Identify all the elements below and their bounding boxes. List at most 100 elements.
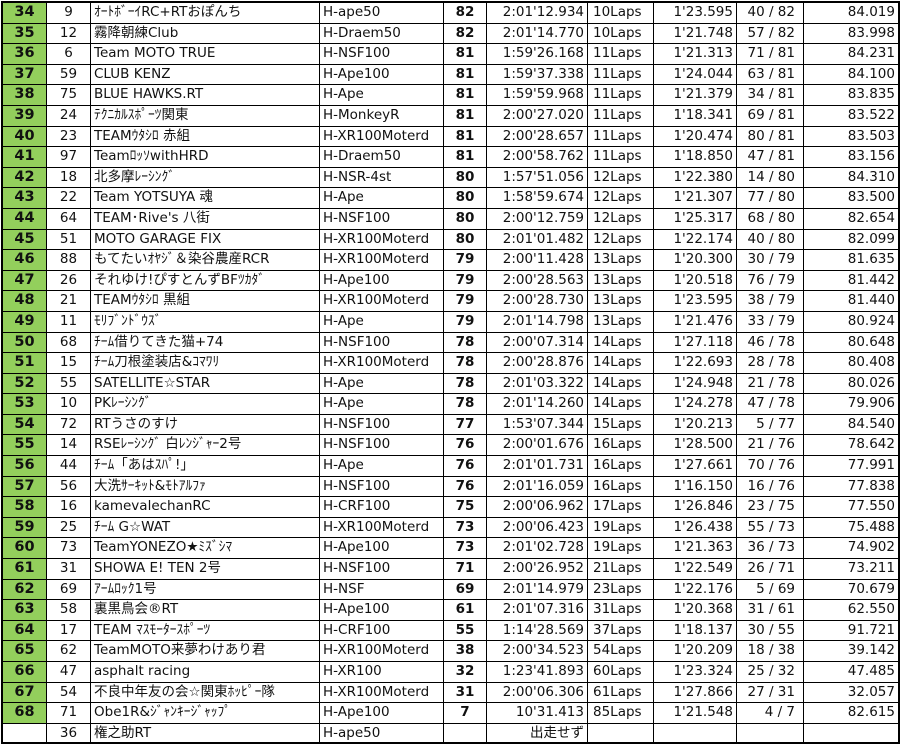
class-cell: H-Ape	[320, 85, 444, 106]
team-name-cell: PKﾚｰｼﾝｸﾞ	[91, 394, 320, 415]
number-cell: 71	[47, 703, 91, 724]
best-lap-time-cell: 1'25.317	[654, 208, 737, 230]
number-cell: 97	[47, 147, 91, 168]
team-name-cell: ｵｰﾄﾎﾞｰｲRC+RTおぽんち	[91, 3, 320, 24]
gap-cell: 13Laps	[588, 291, 654, 312]
team-name-cell: TEAM ﾏｽﾓｰﾀｰｽﾎﾟｰﾂ	[91, 620, 320, 642]
best-lap-time-cell: 1'21.548	[654, 703, 737, 724]
gap-cell: 10Laps	[588, 3, 654, 24]
average-speed-cell: 83.835	[804, 85, 900, 106]
best-lap-time-cell: 1'21.307	[654, 188, 737, 209]
class-cell: H-NSF	[320, 579, 444, 601]
gap-cell: 17Laps	[588, 497, 654, 518]
position-cell: 39	[3, 105, 47, 127]
team-name-cell: Obe1R&ｼﾞｬﾝｷｰｼﾞｬｯﾌﾟ	[91, 703, 320, 724]
best-lap-number-cell: 33 / 79	[737, 311, 804, 333]
team-name-cell: TeamﾛｯｿwithHRD	[91, 147, 320, 168]
best-lap-time-cell: 1'18.137	[654, 620, 737, 642]
laps-cell: 78	[444, 373, 487, 395]
best-lap-time-cell: 1'21.379	[654, 85, 737, 106]
average-speed-cell: 83.998	[804, 23, 900, 45]
gap-cell: 54Laps	[588, 641, 654, 662]
gap-cell: 13Laps	[588, 250, 654, 271]
laps-cell: 80	[444, 167, 487, 189]
number-cell: 12	[47, 23, 91, 45]
position-cell: 62	[3, 579, 47, 601]
average-speed-cell: 80.924	[804, 311, 900, 333]
position-cell: 38	[3, 85, 47, 106]
gap-cell: 61Laps	[588, 682, 654, 704]
number-cell: 26	[47, 270, 91, 292]
total-time-cell: 2:00'26.952	[487, 559, 588, 580]
best-lap-time-cell: 1'18.341	[654, 105, 737, 127]
average-speed-cell: 79.906	[804, 394, 900, 415]
gap-cell: 31Laps	[588, 600, 654, 621]
average-speed-cell: 84.310	[804, 167, 900, 189]
gap-cell: 14Laps	[588, 353, 654, 374]
best-lap-time-cell: 1'27.661	[654, 456, 737, 477]
team-name-cell: ﾁｰﾑ刀根塗装店&ｺﾏﾜﾘ	[91, 353, 320, 374]
total-time-cell: 2:00'28.730	[487, 291, 588, 312]
best-lap-time-cell: 1'23.595	[654, 291, 737, 312]
average-speed-cell: 83.522	[804, 105, 900, 127]
average-speed-cell: 84.540	[804, 414, 900, 436]
gap-cell: 13Laps	[588, 270, 654, 292]
team-name-cell: 裏黒鳥会®RT	[91, 600, 320, 621]
best-lap-time-cell: 1'16.150	[654, 476, 737, 498]
number-cell: 44	[47, 456, 91, 477]
class-cell: H-Ape100	[320, 703, 444, 724]
number-cell: 25	[47, 517, 91, 539]
table-row: 61 31 SHOWA E! TEN 2号 H-NSF100 71 2:00'26.952…	[3, 559, 900, 580]
total-time-cell: 1:58'59.674	[487, 188, 588, 209]
position-cell: 37	[3, 64, 47, 86]
best-lap-number-cell: 70 / 76	[737, 456, 804, 477]
table-row: 34 9 ｵｰﾄﾎﾞｰｲRC+RTおぽんち H-ape50 82 2:01'12.934 1…	[3, 3, 900, 24]
average-speed-cell: 32.057	[804, 682, 900, 704]
best-lap-time-cell: 1'20.209	[654, 641, 737, 662]
team-name-cell: TEAM･Rive's 八街	[91, 208, 320, 230]
total-time-cell: 2:00'27.020	[487, 105, 588, 127]
best-lap-number-cell: 40 / 82	[737, 3, 804, 24]
number-cell: 16	[47, 497, 91, 518]
best-lap-time-cell: 1'26.846	[654, 497, 737, 518]
class-cell: H-XR100	[320, 662, 444, 683]
gap-cell: 12Laps	[588, 167, 654, 189]
best-lap-number-cell: 80 / 81	[737, 126, 804, 148]
position-cell: 41	[3, 147, 47, 168]
position-cell: 48	[3, 291, 47, 312]
best-lap-time-cell: 1'27.866	[654, 682, 737, 704]
best-lap-time-cell: 1'20.518	[654, 270, 737, 292]
table-row: 55 14 RSEﾚｰｼﾝｸﾞ 白ﾚﾝｼﾞｬｰ2号 H-NSF100 76 2:00'01…	[3, 435, 900, 457]
average-speed-cell: 81.442	[804, 270, 900, 292]
best-lap-number-cell: 57 / 82	[737, 23, 804, 45]
laps-cell: 76	[444, 456, 487, 477]
best-lap-time-cell: 1'18.850	[654, 147, 737, 168]
number-cell: 59	[47, 64, 91, 86]
class-cell: H-Ape	[320, 456, 444, 477]
position-cell: 44	[3, 208, 47, 230]
best-lap-number-cell: 46 / 78	[737, 332, 804, 354]
best-lap-number-cell: 30 / 55	[737, 620, 804, 642]
average-speed-cell: 80.026	[804, 373, 900, 395]
gap-cell: 11Laps	[588, 147, 654, 168]
best-lap-time-cell: 1'21.476	[654, 311, 737, 333]
table-row: 37 59 CLUB KENZ H-Ape100 81 1:59'37.338 11Laps…	[3, 64, 900, 86]
total-time-cell: 2:01'16.059	[487, 476, 588, 498]
position-cell: 64	[3, 620, 47, 642]
gap-cell: 15Laps	[588, 414, 654, 436]
laps-cell: 82	[444, 23, 487, 45]
class-cell: H-XR100Moterd	[320, 250, 444, 271]
team-name-cell: RSEﾚｰｼﾝｸﾞ 白ﾚﾝｼﾞｬｰ2号	[91, 435, 320, 457]
best-lap-time-cell: 1'23.324	[654, 662, 737, 683]
total-time-cell: 2:00'11.428	[487, 250, 588, 271]
table-row: 67 54 不良中年友の会☆関東ﾎｯﾋﾟｰ隊 H-XR100Moterd 31 2:00'…	[3, 682, 900, 704]
average-speed-cell: 84.231	[804, 44, 900, 65]
total-time-cell: 2:00'28.876	[487, 353, 588, 374]
laps-cell: 55	[444, 620, 487, 642]
laps-cell: 81	[444, 126, 487, 148]
table-row: 45 51 MOTO GARAGE FIX H-XR100Moterd 80 2:01'0…	[3, 229, 900, 251]
best-lap-number-cell: 63 / 81	[737, 64, 804, 86]
best-lap-time-cell: 1'21.748	[654, 23, 737, 45]
class-cell: H-Ape100	[320, 600, 444, 621]
best-lap-time-cell: 1'20.474	[654, 126, 737, 148]
